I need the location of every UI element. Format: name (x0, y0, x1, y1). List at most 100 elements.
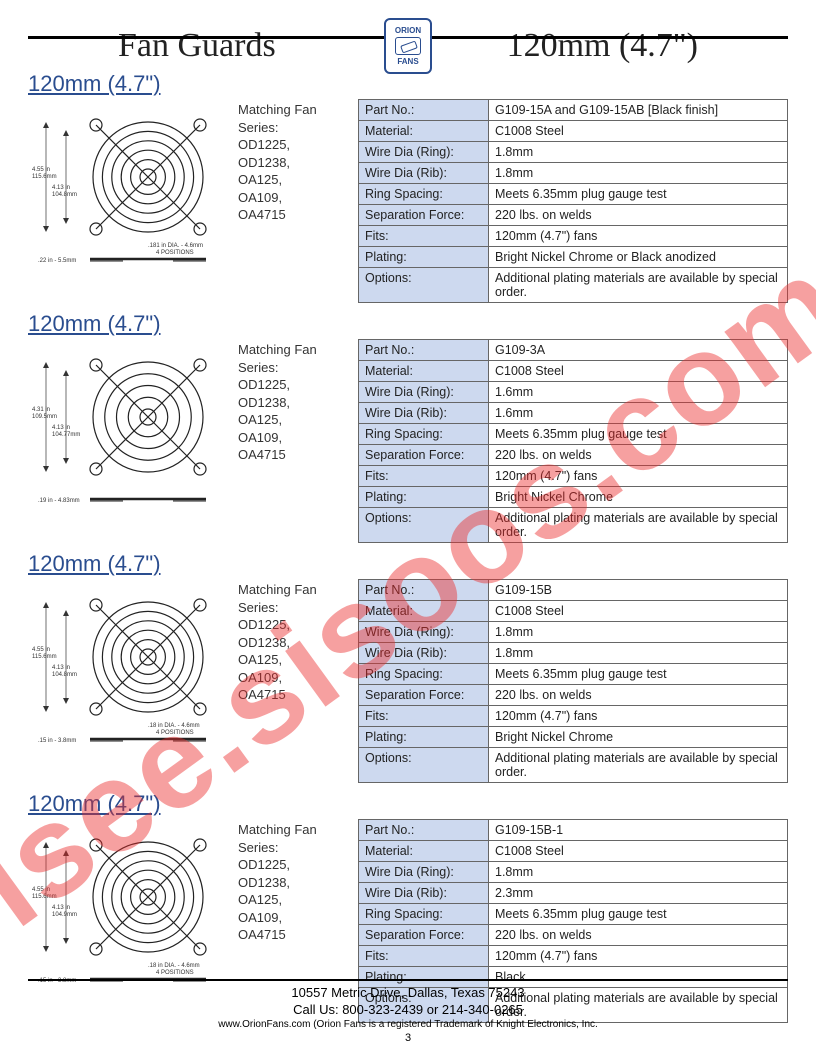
svg-text:4 POSITIONS: 4 POSITIONS (156, 730, 194, 736)
table-row: Wire Dia (Rib):1.8mm (359, 163, 788, 184)
series-item: OD1238, (238, 394, 348, 412)
series-item: OD1238, (238, 634, 348, 652)
table-row: Fits:120mm (4.7") fans (359, 466, 788, 487)
section-row: 4.55 in 115.6mm 4.13 in 104.8mm .181 in … (28, 99, 788, 303)
series-item: OA125, (238, 171, 348, 189)
page: ORION FANS Fan Guards 120mm (4.7") 120mm… (0, 0, 816, 1056)
spec-key: Part No.: (359, 580, 489, 601)
header-right: 120mm (4.7") (507, 27, 698, 65)
spec-value: Meets 6.35mm plug gauge test (489, 664, 788, 685)
fan-guard-diagram: 4.55 in 115.6mm 4.13 in 104.8mm .181 in … (28, 99, 228, 269)
spec-value: Additional plating materials are availab… (489, 268, 788, 303)
table-row: Wire Dia (Rib):1.6mm (359, 403, 788, 424)
svg-text:4 POSITIONS: 4 POSITIONS (156, 970, 194, 976)
table-row: Separation Force:220 lbs. on welds (359, 685, 788, 706)
table-row: Separation Force:220 lbs. on welds (359, 205, 788, 226)
spec-value: G109-15B-1 (489, 820, 788, 841)
logo-wrap: ORION FANS (384, 18, 432, 74)
series-item: OA109, (238, 909, 348, 927)
table-row: Plating:Bright Nickel Chrome (359, 487, 788, 508)
series-item: OD1225, (238, 856, 348, 874)
content: 120mm (4.7") 4.55 in 115.6mm 4.13 in 104… (28, 71, 788, 1023)
spec-value: 1.8mm (489, 643, 788, 664)
fan-guard-diagram: 4.55 in 115.6mm 4.13 in 104.8mm .18 in D… (28, 579, 228, 749)
spec-value: 120mm (4.7") fans (489, 706, 788, 727)
table-row: Wire Dia (Rib):2.3mm (359, 883, 788, 904)
spec-value: 120mm (4.7") fans (489, 226, 788, 247)
spec-value: Meets 6.35mm plug gauge test (489, 184, 788, 205)
footer-trademark: www.OrionFans.com (Orion Fans is a regis… (0, 1019, 816, 1030)
table-row: Part No.:G109-15B-1 (359, 820, 788, 841)
table-row: Separation Force:220 lbs. on welds (359, 445, 788, 466)
table-row: Material:C1008 Steel (359, 841, 788, 862)
series-item: OA109, (238, 189, 348, 207)
section-row: 4.55 in 115.6mm 4.13 in 104.8mm .18 in D… (28, 579, 788, 783)
orion-logo: ORION FANS (384, 18, 432, 74)
section-title: 120mm (4.7") (28, 791, 788, 817)
table-row: Part No.:G109-3A (359, 340, 788, 361)
matching-label: Matching Fan Series: (238, 101, 348, 136)
spec-value: G109-15A and G109-15AB [Black finish] (489, 100, 788, 121)
spec-value: 1.8mm (489, 622, 788, 643)
spec-value: C1008 Steel (489, 841, 788, 862)
svg-text:.22 in - 5.5mm: .22 in - 5.5mm (38, 258, 76, 264)
series-item: OA109, (238, 429, 348, 447)
spec-key: Fits: (359, 946, 489, 967)
spec-value: 1.6mm (489, 403, 788, 424)
logo-icon (395, 37, 421, 55)
spec-key: Wire Dia (Ring): (359, 142, 489, 163)
spec-key: Material: (359, 601, 489, 622)
series-item: OD1238, (238, 874, 348, 892)
spec-key: Ring Spacing: (359, 904, 489, 925)
spec-key: Wire Dia (Ring): (359, 622, 489, 643)
diagram-col: 4.55 in 115.6mm 4.13 in 104.8mm .18 in D… (28, 579, 228, 783)
section-title: 120mm (4.7") (28, 311, 788, 337)
footer: 10557 Metric Drive, Dallas, Texas 75243 … (0, 979, 816, 1044)
spec-key: Plating: (359, 487, 489, 508)
table-row: Part No.:G109-15A and G109-15AB [Black f… (359, 100, 788, 121)
spec-value: 1.6mm (489, 382, 788, 403)
spec-key: Wire Dia (Rib): (359, 403, 489, 424)
logo-bottom-text: FANS (397, 57, 418, 66)
svg-text:.15 in - 3.8mm: .15 in - 3.8mm (38, 738, 76, 744)
table-row: Wire Dia (Ring):1.6mm (359, 382, 788, 403)
spec-key: Separation Force: (359, 925, 489, 946)
spec-value: Meets 6.35mm plug gauge test (489, 904, 788, 925)
footer-address: 10557 Metric Drive, Dallas, Texas 75243 (0, 985, 816, 1002)
spec-key: Fits: (359, 226, 489, 247)
spec-key: Wire Dia (Rib): (359, 643, 489, 664)
spec-key: Separation Force: (359, 685, 489, 706)
spec-key: Part No.: (359, 820, 489, 841)
svg-text:4.13 in: 4.13 in (52, 905, 70, 911)
spec-value: 120mm (4.7") fans (489, 946, 788, 967)
svg-text:115.6mm: 115.6mm (32, 174, 57, 180)
spec-value: Additional plating materials are availab… (489, 508, 788, 543)
series-item: OA4715 (238, 926, 348, 944)
table-row: Plating:Bright Nickel Chrome or Black an… (359, 247, 788, 268)
spec-key: Options: (359, 268, 489, 303)
series-item: OA4715 (238, 686, 348, 704)
series-item: OA125, (238, 651, 348, 669)
footer-phone: Call Us: 800-323-2439 or 214-340-0265 (0, 1002, 816, 1019)
spec-key: Separation Force: (359, 205, 489, 226)
svg-text:4.13 in: 4.13 in (52, 425, 70, 431)
spec-key: Part No.: (359, 340, 489, 361)
spec-value: Bright Nickel Chrome (489, 487, 788, 508)
series-item: OD1225, (238, 376, 348, 394)
spec-key: Wire Dia (Ring): (359, 862, 489, 883)
spec-key: Options: (359, 508, 489, 543)
spec-key: Material: (359, 841, 489, 862)
spec-value: 1.8mm (489, 862, 788, 883)
table-row: Plating:Bright Nickel Chrome (359, 727, 788, 748)
table-row: Part No.:G109-15B (359, 580, 788, 601)
spec-value: 120mm (4.7") fans (489, 466, 788, 487)
matching-label: Matching Fan Series: (238, 821, 348, 856)
series-item: OA4715 (238, 206, 348, 224)
spec-table: Part No.:G109-3AMaterial:C1008 SteelWire… (358, 339, 788, 543)
series-item: OA109, (238, 669, 348, 687)
section-title: 120mm (4.7") (28, 551, 788, 577)
spec-col: Part No.:G109-15A and G109-15AB [Black f… (358, 99, 788, 303)
spec-value: 220 lbs. on welds (489, 685, 788, 706)
table-row: Options:Additional plating materials are… (359, 748, 788, 783)
spec-key: Part No.: (359, 100, 489, 121)
